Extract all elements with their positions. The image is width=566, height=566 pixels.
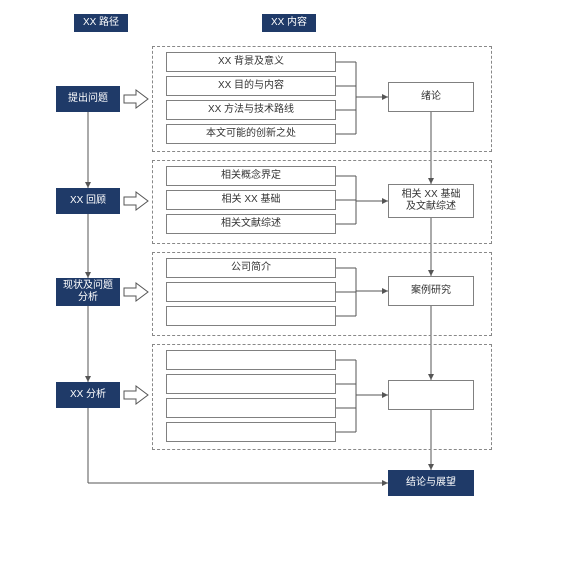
item-g2-2: 相关文献综述 (166, 214, 336, 234)
step-4: XX 分析 (56, 382, 120, 408)
summary-2: 相关 XX 基础 及文献综述 (388, 184, 474, 218)
item-g1-1: XX 目的与内容 (166, 76, 336, 96)
step-2: XX 回顾 (56, 188, 120, 214)
item-g4-0 (166, 350, 336, 370)
item-g3-0: 公司简介 (166, 258, 336, 278)
step-1: 提出问题 (56, 86, 120, 112)
item-g1-2: XX 方法与技术路线 (166, 100, 336, 120)
item-g4-1 (166, 374, 336, 394)
step-3: 现状及问题 分析 (56, 278, 120, 306)
summary-3: 案例研究 (388, 276, 474, 306)
item-g2-0: 相关概念界定 (166, 166, 336, 186)
item-g4-3 (166, 422, 336, 442)
item-g1-0: XX 背景及意义 (166, 52, 336, 72)
summary-1: 绪论 (388, 82, 474, 112)
summary-4 (388, 380, 474, 410)
item-g3-1 (166, 282, 336, 302)
item-g1-3: 本文可能的创新之处 (166, 124, 336, 144)
header-content: XX 内容 (262, 14, 316, 32)
item-g3-2 (166, 306, 336, 326)
header-path: XX 路径 (74, 14, 128, 32)
conclusion: 结论与展望 (388, 470, 474, 496)
item-g2-1: 相关 XX 基础 (166, 190, 336, 210)
item-g4-2 (166, 398, 336, 418)
